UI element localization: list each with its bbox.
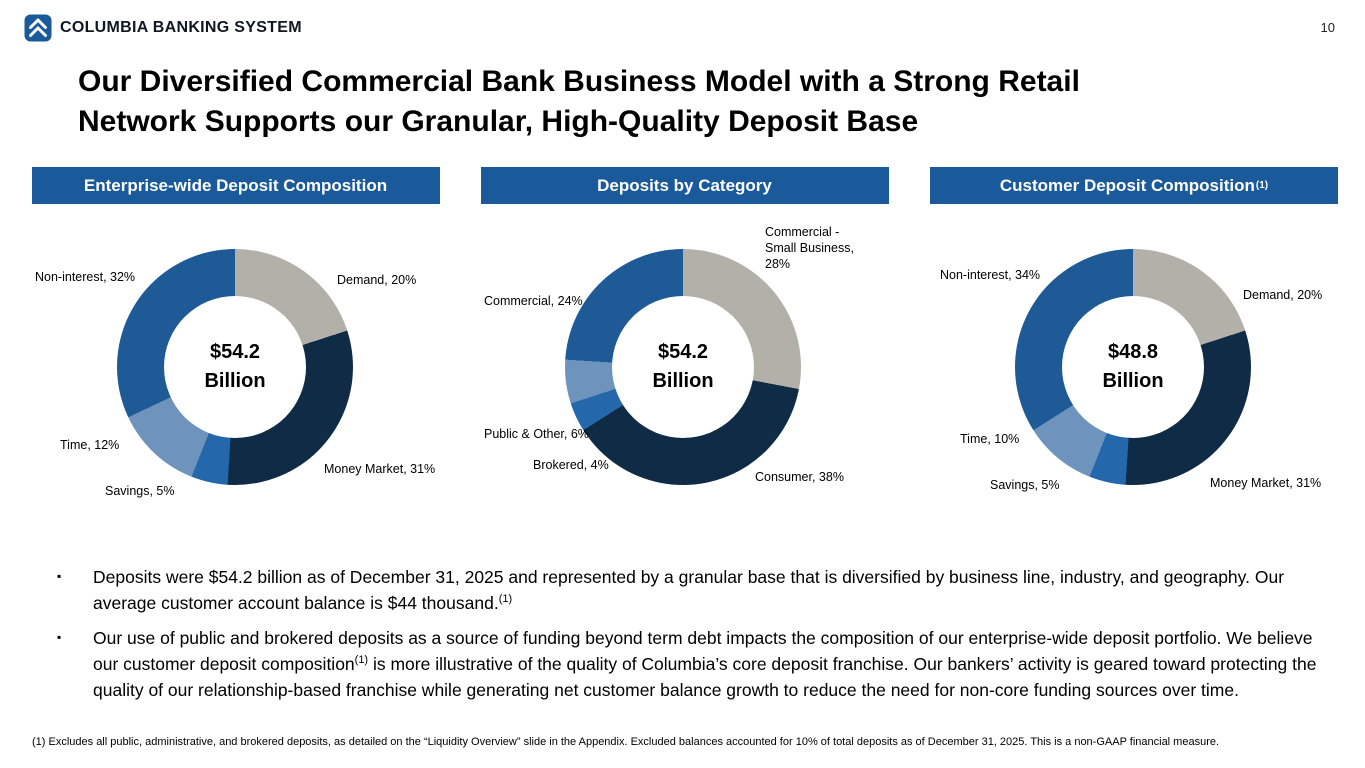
segment-callout-consumer: Consumer, 38% — [755, 470, 844, 484]
footnote: (1) Excludes all public, administrative,… — [32, 736, 1220, 748]
panel-title-footnote-ref: (1) — [1255, 179, 1269, 191]
footnote-ref: (1) — [354, 654, 369, 667]
panel-title: Customer Deposit Composition — [999, 175, 1255, 195]
page-title-line1: Our Diversified Commercial Bank Business… — [78, 65, 1080, 98]
segment-callout-non-interest: Non-interest, 34% — [940, 268, 1041, 282]
segment-callout-public-other: Public & Other, 6% — [484, 427, 589, 441]
segment-callout-demand: Demand, 20% — [1243, 288, 1323, 302]
segment-callout-non-interest: Non-interest, 32% — [35, 270, 136, 284]
bullet-marker-icon: ▪ — [57, 630, 62, 644]
segment-callout-brokered: Brokered, 4% — [533, 458, 609, 472]
donut-chart-deposits-by-category: $54.2 Billion — [565, 249, 801, 485]
panel-header-deposits-by-category: Deposits by Category — [481, 167, 889, 204]
segment-callout-time: Time, 10% — [960, 432, 1020, 446]
donut-center-label: $54.2 Billion — [164, 296, 306, 438]
footnote-ref: (1) — [498, 593, 513, 606]
logo-wordmark: COLUMBIA BANKING SYSTEM — [60, 19, 302, 36]
segment-callout-demand: Demand, 20% — [337, 273, 417, 287]
donut-center-unit: Billion — [652, 370, 714, 392]
panel-header-enterprise-deposits: Enterprise-wide Deposit Composition — [32, 167, 440, 204]
segment-callout-time: Time, 12% — [60, 438, 120, 452]
segment-callout-savings: Savings, 5% — [105, 484, 175, 498]
bullet-item: ▪ Our use of public and brokered deposit… — [57, 625, 1333, 703]
panel-title: Enterprise-wide Deposit Composition — [83, 175, 388, 195]
page-title: Our Diversified Commercial Bank Business… — [78, 62, 1080, 142]
donut-chart-customer-deposits: $48.8 Billion — [1015, 249, 1251, 485]
bullet-text: Our use of public and brokered deposits … — [93, 625, 1333, 703]
bullet-text-pre: Deposits were $54.2 billion as of Decemb… — [93, 567, 1285, 613]
logo: COLUMBIA BANKING SYSTEM — [24, 14, 302, 42]
donut-center-value: $48.8 — [1107, 341, 1159, 363]
page-title-line2: Network Supports our Granular, High-Qual… — [78, 105, 919, 138]
donut-center-unit: Billion — [1102, 370, 1164, 392]
donut-center-label: $48.8 Billion — [1062, 296, 1204, 438]
segment-callout-commercial: Commercial, 24% — [484, 294, 583, 308]
segment-callout-money-market: Money Market, 31% — [1210, 476, 1322, 490]
panel-header-customer-deposits: Customer Deposit Composition (1) — [930, 167, 1338, 204]
bullet-marker-icon: ▪ — [57, 569, 62, 583]
segment-callout-savings: Savings, 5% — [990, 478, 1060, 492]
bullet-text: Deposits were $54.2 billion as of Decemb… — [93, 564, 1333, 616]
logo-icon — [24, 14, 52, 42]
page-number: 10 — [1320, 20, 1335, 35]
donut-center-value: $54.2 — [209, 341, 261, 363]
bullet-text-pre: Our use of public and brokered deposits … — [93, 628, 1313, 674]
donut-center-unit: Billion — [204, 370, 266, 392]
bullet-list: ▪ Deposits were $54.2 billion as of Dece… — [57, 564, 1333, 712]
panel-title: Deposits by Category — [597, 175, 772, 195]
bullet-item: ▪ Deposits were $54.2 billion as of Dece… — [57, 564, 1333, 616]
segment-callout-money-market: Money Market, 31% — [324, 462, 436, 476]
donut-center-label: $54.2 Billion — [612, 296, 754, 438]
donut-chart-enterprise-deposits: $54.2 Billion — [117, 249, 353, 485]
donut-center-value: $54.2 — [657, 341, 709, 363]
segment-callout-commercial-small-business: Commercial - Small Business, 28% — [765, 225, 854, 271]
bullet-text-post: is more illustrative of the quality of C… — [93, 654, 1317, 700]
